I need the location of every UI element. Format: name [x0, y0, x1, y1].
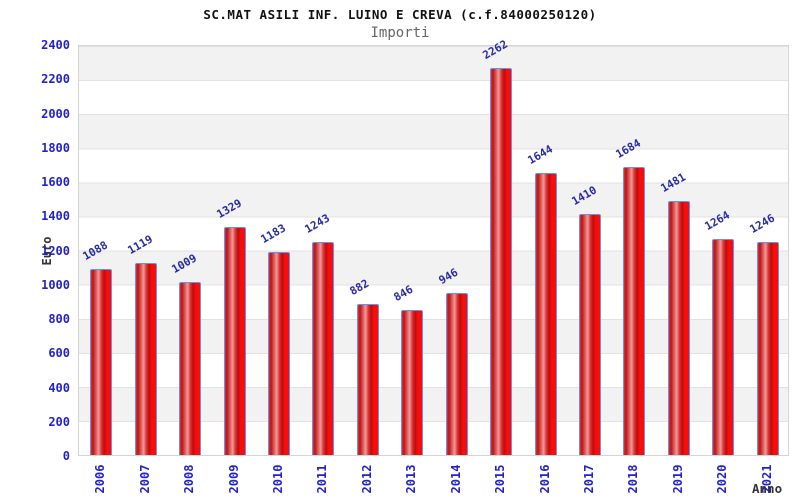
y-tick-label: 0 [62, 449, 70, 463]
x-tick-label-2014: 2014 [448, 464, 463, 494]
bar-value-label: 882 [347, 276, 372, 298]
y-tick-label: 1000 [41, 277, 70, 292]
x-tick-label-2017: 2017 [582, 464, 597, 494]
bar-2020 [712, 238, 735, 455]
bar-value-label: 1410 [569, 183, 599, 208]
y-tick-label: 2200 [41, 72, 70, 87]
bar-2010 [267, 252, 290, 455]
bar-value-label: 1009 [169, 251, 200, 277]
x-tick-label-2006: 2006 [93, 464, 108, 494]
x-tick-label-2012: 2012 [359, 464, 374, 494]
bar-2019 [667, 201, 690, 455]
y-tick-label: 1200 [41, 243, 70, 258]
bar-2012 [356, 303, 379, 455]
x-tick-label-2015: 2015 [493, 464, 508, 494]
x-tick-label-2007: 2007 [137, 464, 152, 494]
x-tick-label-2008: 2008 [182, 464, 197, 494]
bar-2018 [623, 166, 646, 455]
bar-value-label: 1119 [125, 232, 155, 258]
y-tick-label: 200 [48, 414, 70, 429]
y-tick-label: 2000 [41, 106, 70, 121]
bar-2007 [134, 263, 157, 455]
bars-layer: 1088 1119 1009 1329 1183 1243 882 846 946 2262 164… [79, 37, 788, 455]
x-tick-label-2013: 2013 [404, 464, 419, 494]
bar-2014 [445, 293, 468, 455]
y-tick-label: 1400 [41, 209, 70, 224]
bar-2011 [312, 242, 335, 455]
x-tick-label-2011: 2011 [315, 464, 330, 494]
y-tick-label: 400 [48, 380, 70, 395]
plot-area: 1088 1119 1009 1329 1183 1243 882 846 946 2262 164… [78, 37, 789, 456]
bar-2015 [490, 67, 513, 455]
bar-value-label: 1481 [658, 170, 688, 196]
x-tick-label-2010: 2010 [270, 464, 285, 494]
bar-2008 [179, 282, 202, 455]
bar-2017 [579, 213, 602, 455]
y-tick-label: 1600 [41, 175, 70, 189]
x-tick-label-2018: 2018 [626, 464, 641, 494]
y-tick-label: 1800 [41, 140, 70, 155]
bar-2006 [90, 268, 113, 455]
x-tick-label-2020: 2020 [715, 464, 730, 494]
y-tick-label: 800 [48, 312, 70, 326]
bar-value-label: 1264 [702, 208, 733, 233]
bar-value-label: 1684 [613, 136, 644, 161]
bar-value-label: 1088 [80, 238, 111, 263]
y-tick-label: 600 [48, 346, 70, 361]
chart-title: SC.MAT ASILI INF. LUINO E CREVA (c.f.840… [203, 7, 597, 22]
bar-value-label: 1183 [258, 221, 288, 247]
bar-2016 [534, 173, 557, 455]
x-tick-label-2019: 2019 [670, 464, 685, 494]
bar-value-label: 1243 [302, 211, 333, 237]
y-tick-label: 2400 [41, 38, 70, 52]
bar-2013 [401, 310, 424, 455]
bar-value-label: 846 [391, 282, 416, 305]
bar-2021 [756, 241, 779, 455]
chart-subtitle: Importi [370, 25, 430, 41]
x-tick-label-2016: 2016 [537, 464, 552, 494]
bar-value-label: 1644 [525, 142, 555, 168]
x-axis-title: Anno [752, 481, 783, 496]
bar-value-label: 946 [436, 265, 460, 287]
bar-2009 [223, 227, 246, 455]
x-tick-label-2009: 2009 [226, 464, 241, 494]
bar-value-label: 1246 [747, 211, 777, 236]
bar-value-label: 1329 [214, 196, 244, 222]
